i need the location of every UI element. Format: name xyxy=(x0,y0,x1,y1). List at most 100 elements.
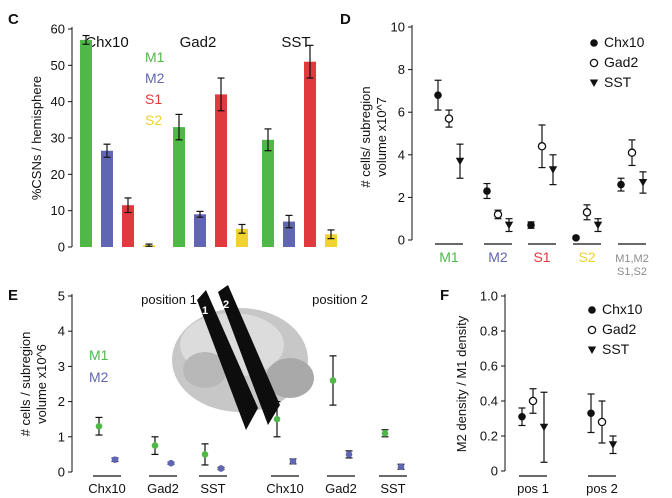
y-tick-label-f-2: 0.4 xyxy=(480,394,498,409)
legend-f-Gad2: Gad2 xyxy=(602,321,636,337)
y-axis-title-d-1: volume x10^7 xyxy=(374,97,389,177)
panel-label-c: C xyxy=(8,11,19,28)
y-tick-label-f-4: 0.8 xyxy=(480,324,498,339)
marker-e-m2-4 xyxy=(345,451,353,458)
y-axis-title-f: M2 density / M1 density xyxy=(454,315,469,452)
marker-e-m1-0 xyxy=(95,422,103,430)
group-title-c-0: Chx10 xyxy=(85,34,128,51)
group-label-e-1: Gad2 xyxy=(147,481,179,496)
marker-d-1-SST xyxy=(504,221,514,230)
marker-f-0-SST xyxy=(539,423,549,432)
y-axis-title-d-0: # cells/ subregion xyxy=(358,86,373,187)
y-tick-label-c-3: 30 xyxy=(51,131,65,146)
group-label-d-1-0: M2 xyxy=(488,249,508,265)
marker-d-2-Gad2 xyxy=(537,142,547,151)
legend-c-S2: S2 xyxy=(145,112,162,128)
position-1-label: position 1 xyxy=(141,292,197,307)
bar-Chx10-M1 xyxy=(80,39,92,248)
marker-f-1-SST xyxy=(608,441,618,449)
marker-d-0-Chx10 xyxy=(434,91,442,99)
y-tick-label-c-0: 0 xyxy=(58,240,65,255)
marker-d-0-SST xyxy=(455,157,465,166)
y-tick-label-c-6: 60 xyxy=(51,22,65,37)
marker-f-1-Chx10 xyxy=(587,409,595,418)
legend-d-SST: SST xyxy=(604,74,632,90)
panel-label-f: F xyxy=(440,287,449,304)
y-tick-label-e-0: 0 xyxy=(58,465,65,480)
legend-f-Chx10: Chx10 xyxy=(602,301,643,317)
y-tick-label-d-0: 0 xyxy=(398,233,405,248)
group-label-f-1: pos 2 xyxy=(586,481,618,496)
y-tick-label-d-1: 2 xyxy=(398,190,405,205)
y-tick-label-d-4: 8 xyxy=(398,62,405,77)
marker-e-m2-0 xyxy=(111,456,119,463)
group-label-d-3-0: S2 xyxy=(578,249,595,265)
section-2-label: 2 xyxy=(223,299,229,311)
section-plane-1 xyxy=(197,290,258,430)
legend-e-M1: M1 xyxy=(89,347,109,363)
legend-c-M1: M1 xyxy=(145,49,165,65)
y-tick-label-e-5: 5 xyxy=(58,289,65,304)
marker-d-4-Chx10 xyxy=(617,180,625,189)
group-label-e-0: Chx10 xyxy=(88,481,126,496)
marker-e-m2-5 xyxy=(397,463,405,471)
marker-d-1-Chx10 xyxy=(483,187,491,195)
y-tick-label-f-5: 1.0 xyxy=(480,289,498,304)
marker-e-m2-1 xyxy=(167,459,175,467)
group-label-e-4: Gad2 xyxy=(325,481,357,496)
marker-e-m1-2 xyxy=(201,451,209,458)
marker-d-2-Chx10 xyxy=(527,221,535,229)
legend-marker-f-Chx10 xyxy=(588,306,596,314)
bar-Gad2-M1 xyxy=(173,127,185,247)
marker-d-1-Gad2 xyxy=(493,210,503,219)
y-tick-label-e-4: 4 xyxy=(58,324,65,339)
marker-e-m1-5 xyxy=(381,429,389,437)
marker-d-0-Gad2 xyxy=(444,114,454,123)
bar-SST-S2 xyxy=(325,234,337,247)
bar-SST-S1 xyxy=(304,61,316,248)
y-tick-label-f-1: 0.2 xyxy=(480,429,498,444)
group-title-c-2: SST xyxy=(281,34,310,51)
panel-label-d: D xyxy=(340,11,351,28)
y-tick-label-c-5: 50 xyxy=(51,58,65,73)
group-label-e-3: Chx10 xyxy=(266,481,304,496)
marker-d-4-SST xyxy=(638,178,648,187)
section-plane-2 xyxy=(218,285,280,425)
y-tick-label-e-3: 3 xyxy=(58,359,65,374)
group-label-e-2: SST xyxy=(200,481,225,496)
y-tick-label-c-2: 20 xyxy=(51,167,65,182)
legend-marker-d-Chx10 xyxy=(590,39,598,47)
marker-d-3-Gad2 xyxy=(582,208,592,217)
y-tick-label-d-2: 4 xyxy=(398,147,405,162)
group-label-d-4-1: S1,S2 xyxy=(617,266,647,278)
legend-marker-d-SST xyxy=(589,79,599,87)
y-tick-label-c-4: 40 xyxy=(51,94,65,109)
y-tick-label-f-0: 0 xyxy=(491,464,498,479)
y-axis-title-e-0: # cells / subregion xyxy=(18,332,33,437)
legend-f-SST: SST xyxy=(602,341,630,357)
y-tick-label-e-2: 2 xyxy=(58,394,65,409)
marker-f-0-Gad2 xyxy=(528,396,538,406)
position-2-label: position 2 xyxy=(312,292,368,307)
bar-Chx10-M2 xyxy=(101,150,113,247)
legend-marker-f-Gad2 xyxy=(587,325,597,335)
brain-illustration xyxy=(172,285,314,430)
marker-f-1-Gad2 xyxy=(597,417,607,427)
y-tick-label-e-1: 1 xyxy=(58,429,65,444)
marker-e-m2-2 xyxy=(217,465,225,472)
marker-d-3-SST xyxy=(593,221,603,230)
marker-e-m1-3 xyxy=(273,415,281,423)
marker-e-m1-1 xyxy=(151,442,159,449)
legend-e-M2: M2 xyxy=(89,369,109,385)
group-label-f-0: pos 1 xyxy=(517,481,549,496)
marker-e-m2-3 xyxy=(289,458,297,465)
legend-c-M2: M2 xyxy=(145,70,165,86)
y-tick-label-f-3: 0.6 xyxy=(480,359,498,374)
marker-d-4-Gad2 xyxy=(627,148,637,157)
bar-SST-M1 xyxy=(262,139,274,247)
marker-f-0-Chx10 xyxy=(518,412,526,421)
legend-d-Chx10: Chx10 xyxy=(604,34,645,50)
marker-d-3-Chx10 xyxy=(572,234,580,242)
group-label-e-5: SST xyxy=(380,481,405,496)
